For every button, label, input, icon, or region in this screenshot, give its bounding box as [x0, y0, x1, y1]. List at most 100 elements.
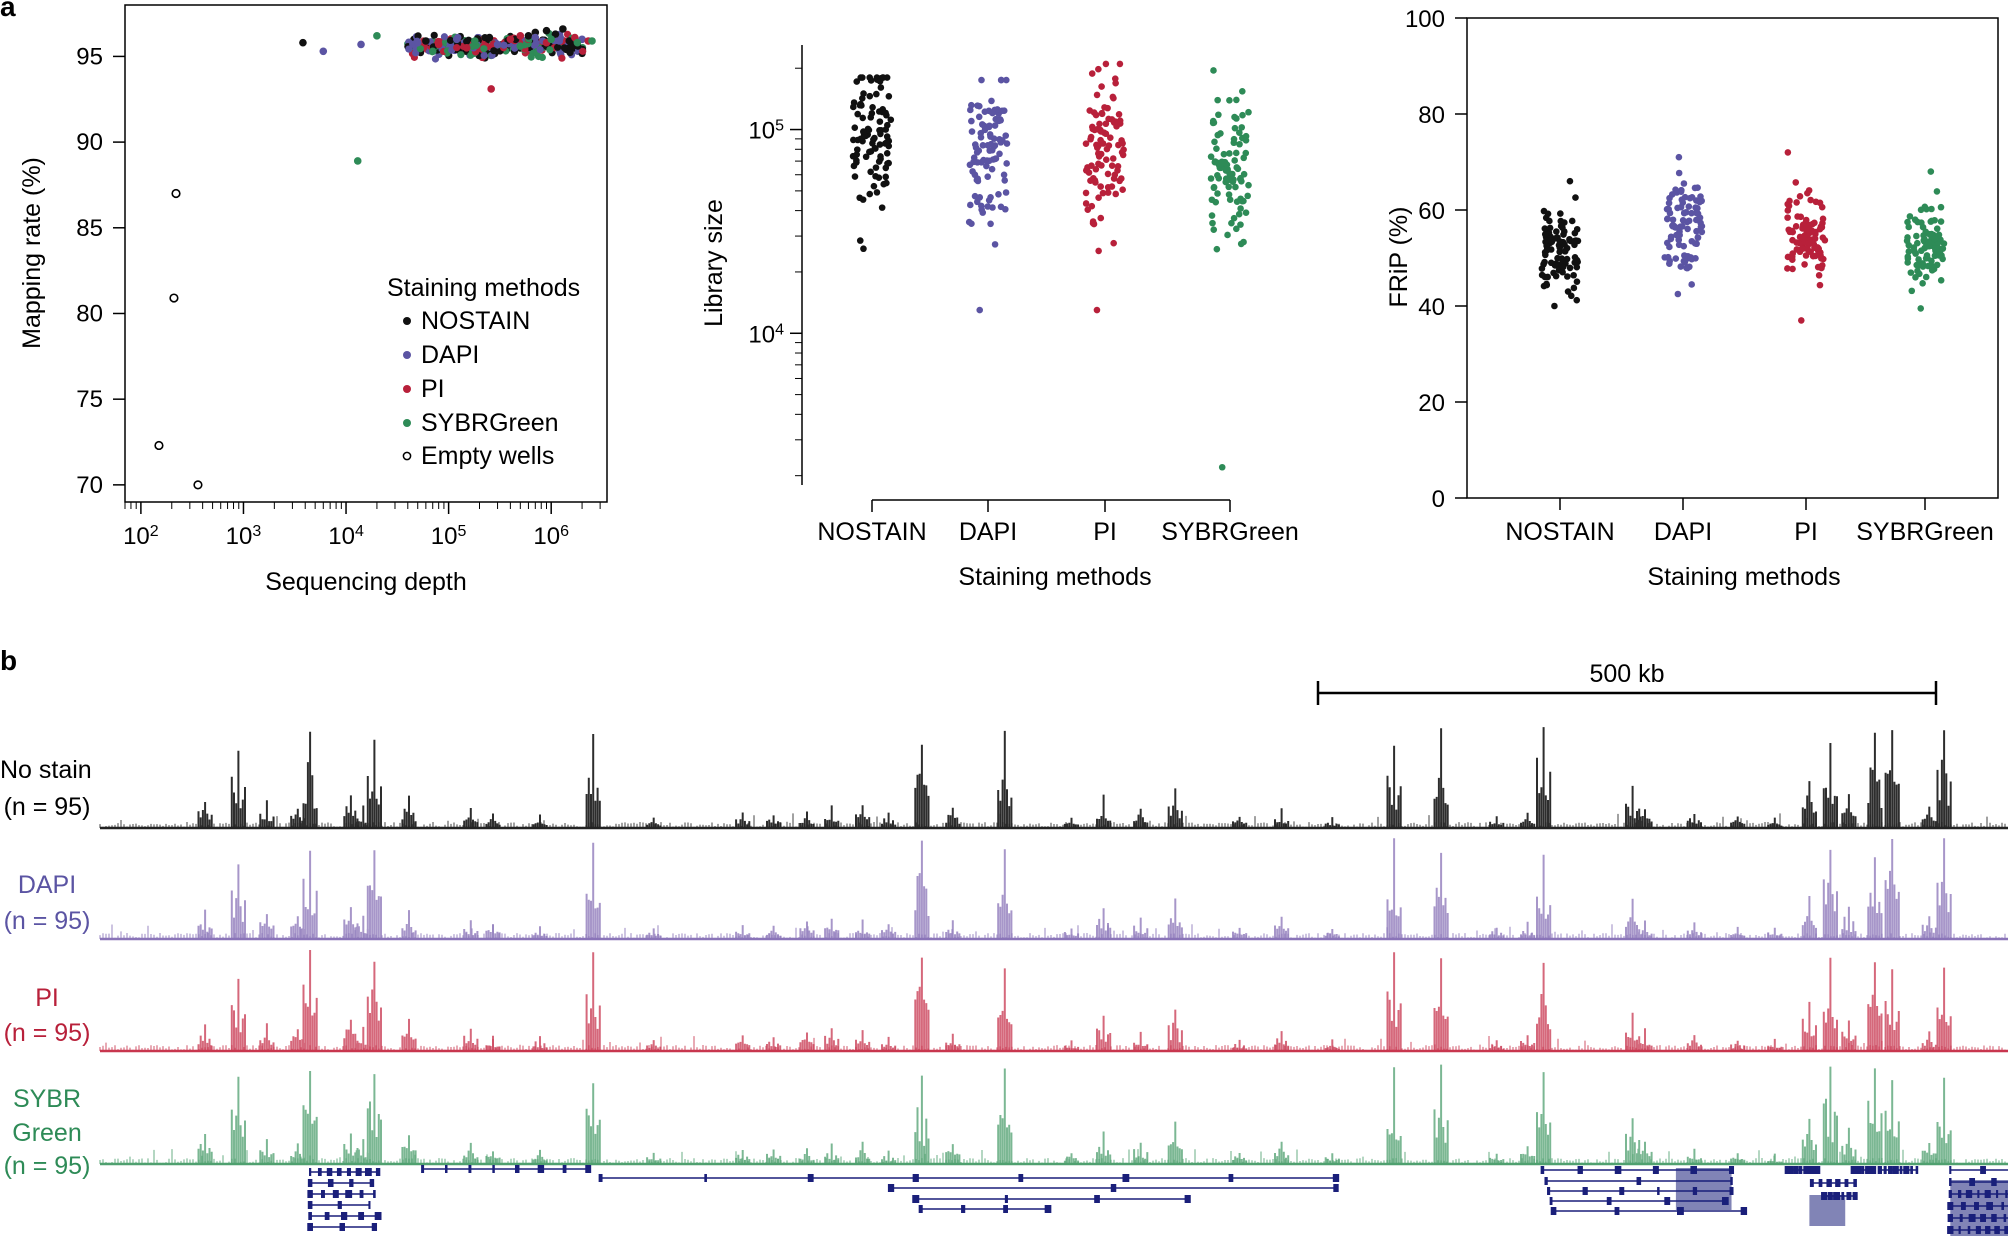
point-sybrgreen — [1214, 96, 1221, 104]
point-sybrgreen — [1211, 158, 1219, 166]
point-sybrgreen — [1917, 305, 1925, 312]
exon — [1853, 1166, 1860, 1174]
y-tick-label: 100 — [1405, 6, 1445, 33]
exon — [327, 1179, 334, 1187]
exon — [368, 1201, 371, 1209]
point-pi — [1099, 140, 1107, 147]
point-dapi — [1663, 215, 1671, 223]
point-dapi — [1693, 216, 1700, 224]
point-pi — [1799, 245, 1806, 253]
point-nostain — [1573, 278, 1581, 285]
x-tick-label-sybrgreen: SYBRGreen — [1856, 518, 1994, 546]
point-nostain — [1541, 225, 1549, 232]
exon — [1332, 1174, 1340, 1182]
point-dapi — [984, 203, 992, 210]
exon — [374, 1212, 382, 1220]
point-nostain — [887, 116, 895, 124]
point-sybrgreen — [428, 47, 437, 56]
point-sybrgreen — [1213, 145, 1220, 152]
point-nostain — [859, 114, 867, 122]
exon — [887, 1184, 895, 1192]
point-nostain — [880, 180, 888, 188]
tick-exponent: 3 — [252, 523, 261, 540]
exon — [1544, 1177, 1548, 1185]
point-sybrgreen — [1233, 96, 1240, 104]
plot-frame — [1466, 17, 1999, 499]
point-nostain — [858, 95, 866, 102]
exon — [1614, 1166, 1622, 1174]
point-nostain — [849, 103, 857, 111]
exon — [912, 1195, 920, 1203]
point-sybrgreen — [527, 53, 535, 61]
point-nostain — [859, 196, 867, 203]
exon — [1333, 1184, 1339, 1192]
point-sybrgreen — [1923, 252, 1931, 259]
exon — [307, 1223, 313, 1231]
exon — [1852, 1192, 1858, 1200]
exon — [332, 1190, 339, 1198]
point-sybrgreen — [1242, 137, 1250, 144]
point-dapi — [319, 47, 328, 56]
point-dapi — [1003, 76, 1010, 84]
point-dapi — [973, 149, 981, 156]
point-dapi — [1680, 180, 1688, 187]
point-pi — [1792, 179, 1800, 186]
point-pi — [1789, 228, 1796, 236]
data-points — [1538, 149, 1948, 324]
point-pi — [506, 35, 515, 44]
point-nostain — [853, 78, 861, 85]
y-axis-label: Mapping rate (%) — [18, 157, 46, 349]
point-dapi — [1675, 241, 1683, 249]
point-dapi — [1681, 252, 1688, 259]
point-sybrgreen — [1919, 280, 1926, 287]
point-sybrgreen — [1903, 237, 1911, 245]
point-nostain — [463, 37, 471, 45]
point-pi — [1784, 214, 1791, 221]
point-pi — [1085, 169, 1093, 176]
point-nostain — [1570, 271, 1577, 279]
point-nostain — [1566, 237, 1573, 244]
y-tick-label: 60 — [1418, 198, 1445, 225]
tick-base: 10 — [123, 523, 150, 550]
point-nostain — [1571, 237, 1579, 245]
point-pi — [1784, 200, 1792, 208]
exon — [309, 1168, 312, 1176]
x-axis-label: Staining methods — [958, 563, 1151, 591]
exon — [1809, 1179, 1814, 1187]
point-pi — [1119, 151, 1127, 159]
point-sybrgreen — [1237, 221, 1244, 228]
point-pi — [1092, 165, 1100, 173]
scale-bar-label: 500 kb — [1589, 660, 1664, 688]
track-name-line1: SYBR — [13, 1085, 81, 1113]
point-dapi — [480, 51, 488, 60]
point-nostain — [1568, 217, 1576, 225]
point-pi — [1788, 253, 1796, 261]
gene-model — [307, 1179, 375, 1187]
scale-bar: 500 kb — [1316, 660, 1938, 705]
point-sybrgreen — [1911, 216, 1919, 224]
exon — [1636, 1177, 1642, 1185]
point-pi — [1102, 60, 1110, 68]
point-nostain — [1541, 230, 1549, 238]
tick-exponent: 5 — [775, 117, 784, 134]
point-sybrgreen — [1236, 129, 1243, 136]
peak-signal — [197, 838, 1952, 939]
exon — [1810, 1166, 1817, 1174]
point-dapi — [981, 126, 989, 134]
point-nostain — [872, 172, 879, 180]
exon — [1853, 1179, 1857, 1187]
exon — [1877, 1166, 1883, 1174]
point-nostain — [1573, 296, 1581, 304]
exon — [1803, 1166, 1807, 1174]
exon — [346, 1168, 351, 1176]
point-pi — [558, 54, 566, 62]
point-pi — [1107, 134, 1114, 141]
exon — [1789, 1166, 1794, 1174]
point-nostain — [850, 162, 858, 170]
exon — [355, 1168, 362, 1176]
exon — [1903, 1166, 1910, 1174]
point-pi — [1815, 271, 1823, 279]
point-dapi — [412, 49, 420, 57]
point-nostain — [446, 36, 455, 45]
